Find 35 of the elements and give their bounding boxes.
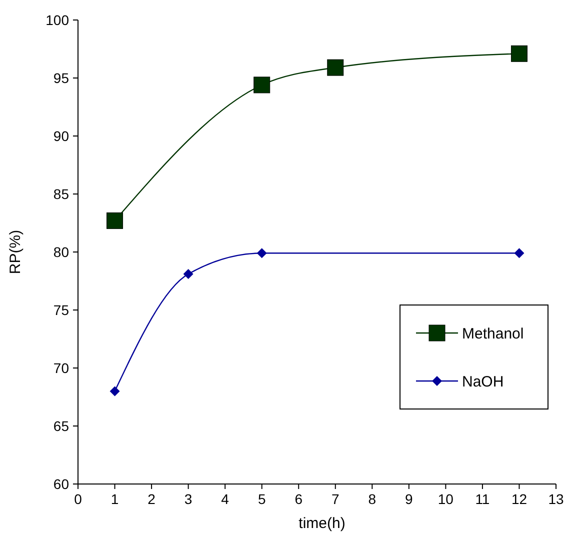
point: [110, 386, 120, 396]
point: [514, 248, 524, 258]
x-tick-label: 2: [148, 491, 156, 507]
point: [183, 269, 194, 280]
y-tick-label: 70: [53, 360, 70, 376]
x-tick-label: 7: [331, 491, 340, 507]
x-tick-label: 13: [548, 491, 564, 507]
point: [256, 248, 267, 258]
x-tick-label: 11: [475, 491, 490, 507]
y-tick-label: 60: [53, 476, 70, 492]
point: [510, 45, 528, 62]
x-tick-label: 3: [184, 491, 192, 507]
y-tick-label: 85: [53, 186, 70, 202]
x-tick-label: 8: [368, 491, 376, 507]
legend-label: NaOH: [462, 373, 504, 390]
y-tick-label: 80: [53, 244, 70, 260]
x-axis-title: time(h): [298, 515, 346, 532]
x-tick-label: 1: [110, 491, 119, 507]
legend-label: Methanol: [462, 325, 524, 342]
y-tick-label: 100: [46, 12, 70, 28]
x-tick-label: 0: [74, 491, 82, 507]
point: [327, 59, 344, 76]
x-tick-label: 5: [258, 491, 266, 507]
x-tick-label: 9: [405, 491, 414, 507]
x-tick-label: 6: [294, 491, 303, 507]
x-tick-label: 12: [511, 491, 528, 507]
x-tick-label: 4: [221, 491, 230, 507]
point: [106, 212, 124, 229]
x-tick-label: 10: [438, 491, 454, 507]
y-axis-title: RP(%): [7, 230, 24, 274]
y-tick-label: 65: [53, 418, 70, 434]
y-tick-label: 95: [53, 70, 70, 86]
y-tick-label: 75: [53, 302, 70, 318]
y-tick-label: 90: [53, 128, 70, 144]
point: [254, 76, 270, 94]
